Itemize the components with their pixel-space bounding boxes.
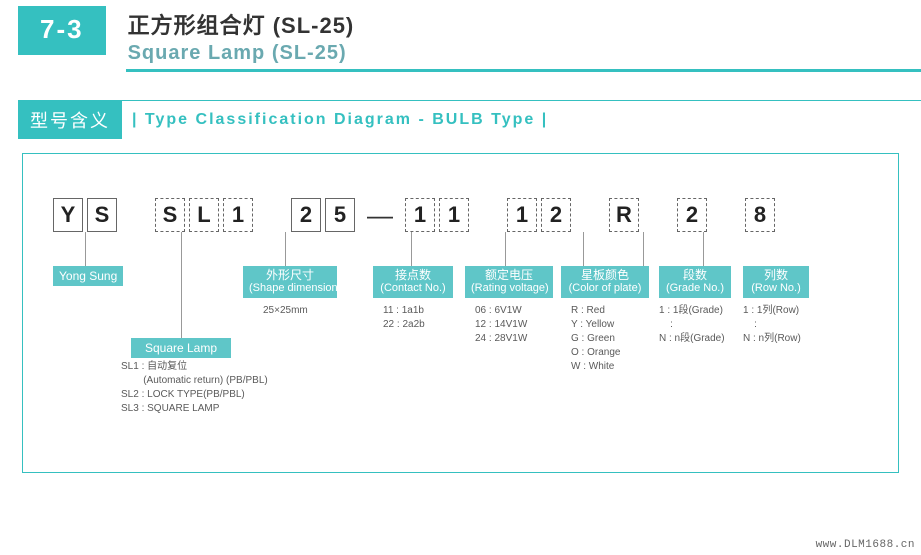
header-underline (126, 69, 921, 72)
connector-line (85, 232, 86, 266)
desc-row: 1 : 1列(Row) : N : n列(Row) (743, 304, 801, 346)
code-box: 1 (223, 198, 253, 232)
connector-line (583, 232, 584, 266)
desc-rating: 06 : 6V1W 12 : 14V1W 24 : 28V1W (475, 304, 527, 346)
subheading-bar: 型号含义 | Type Classification Diagram - BUL… (18, 100, 921, 139)
connector-line (703, 232, 704, 266)
label-square-lamp: Square Lamp (131, 338, 231, 358)
code-box: 2 (541, 198, 571, 232)
label-shape-cn: 外形尺寸 (266, 268, 314, 282)
label-row: 列数 (Row No.) (743, 266, 809, 298)
label-row-cn: 列数 (764, 268, 788, 282)
group-ys: Y S (53, 198, 117, 232)
connector-line (181, 232, 182, 338)
code-box: 8 (745, 198, 775, 232)
code-box: 2 (291, 198, 321, 232)
title-english: Square Lamp (SL-25) (128, 42, 921, 65)
desc-sl: SL1 : 自动复位 (Automatic return) (PB/PBL) S… (121, 360, 268, 416)
label-color-en: (Color of plate) (567, 282, 643, 295)
connector-line (505, 232, 506, 266)
subheading-chinese: 型号含义 (18, 101, 122, 139)
subheading-english: | Type Classification Diagram - BULB Typ… (132, 111, 548, 129)
label-rating-en: (Rating voltage) (471, 282, 547, 295)
group-sl: S L 1 (155, 198, 253, 232)
title-block: 正方形组合灯 (SL-25) Square Lamp (SL-25) (128, 6, 921, 65)
classification-diagram: Y S S L 1 2 5 — 1 1 1 2 R 2 (22, 153, 899, 473)
connector-line (411, 232, 412, 266)
group-color: R (609, 198, 639, 232)
label-contact: 接点数 (Contact No.) (373, 266, 453, 298)
label-shape: 外形尺寸 (Shape dimension) (243, 266, 337, 298)
code-box: 2 (677, 198, 707, 232)
code-box: S (87, 198, 117, 232)
label-yongsung: Yong Sung (53, 266, 123, 286)
desc-contact: 11 : 1a1b 22 : 2a2b (383, 304, 425, 332)
group-row: 8 (745, 198, 775, 232)
code-box: 1 (439, 198, 469, 232)
code-box: 5 (325, 198, 355, 232)
label-color-cn: 星板颜色 (581, 268, 629, 282)
code-box: Y (53, 198, 83, 232)
label-shape-en: (Shape dimension) (249, 282, 331, 295)
code-box: S (155, 198, 185, 232)
label-rating: 额定电压 (Rating voltage) (465, 266, 553, 298)
label-row-en: (Row No.) (749, 282, 803, 295)
desc-grade: 1 : 1段(Grade) : N : n段(Grade) (659, 304, 725, 346)
code-box: 1 (405, 198, 435, 232)
connector-line (643, 232, 644, 266)
group-contact: 1 1 (405, 198, 469, 232)
group-shape: 2 5 (291, 198, 355, 232)
code-box: R (609, 198, 639, 232)
group-rating: 1 2 (507, 198, 571, 232)
label-rating-cn: 额定电压 (485, 268, 533, 282)
desc-shape: 25×25mm (263, 304, 308, 318)
label-grade-en: (Grade No.) (665, 282, 725, 295)
title-chinese: 正方形组合灯 (SL-25) (128, 8, 921, 40)
label-grade: 段数 (Grade No.) (659, 266, 731, 298)
footer-watermark: www.DLM1688.cn (816, 539, 915, 551)
code-box: 1 (507, 198, 537, 232)
code-row: Y S S L 1 2 5 — 1 1 1 2 R 2 (53, 198, 775, 232)
label-grade-cn: 段数 (683, 268, 707, 282)
dash-separator: — (363, 200, 397, 231)
header-row: 7-3 正方形组合灯 (SL-25) Square Lamp (SL-25) (0, 0, 921, 65)
connector-line (285, 232, 286, 266)
code-box: L (189, 198, 219, 232)
desc-color: R : Red Y : Yellow G : Green O : Orange … (571, 304, 620, 374)
label-contact-cn: 接点数 (395, 268, 431, 282)
label-color: 星板颜色 (Color of plate) (561, 266, 649, 298)
section-number-badge: 7-3 (18, 6, 106, 55)
label-contact-en: (Contact No.) (379, 282, 447, 295)
group-grade: 2 (677, 198, 707, 232)
